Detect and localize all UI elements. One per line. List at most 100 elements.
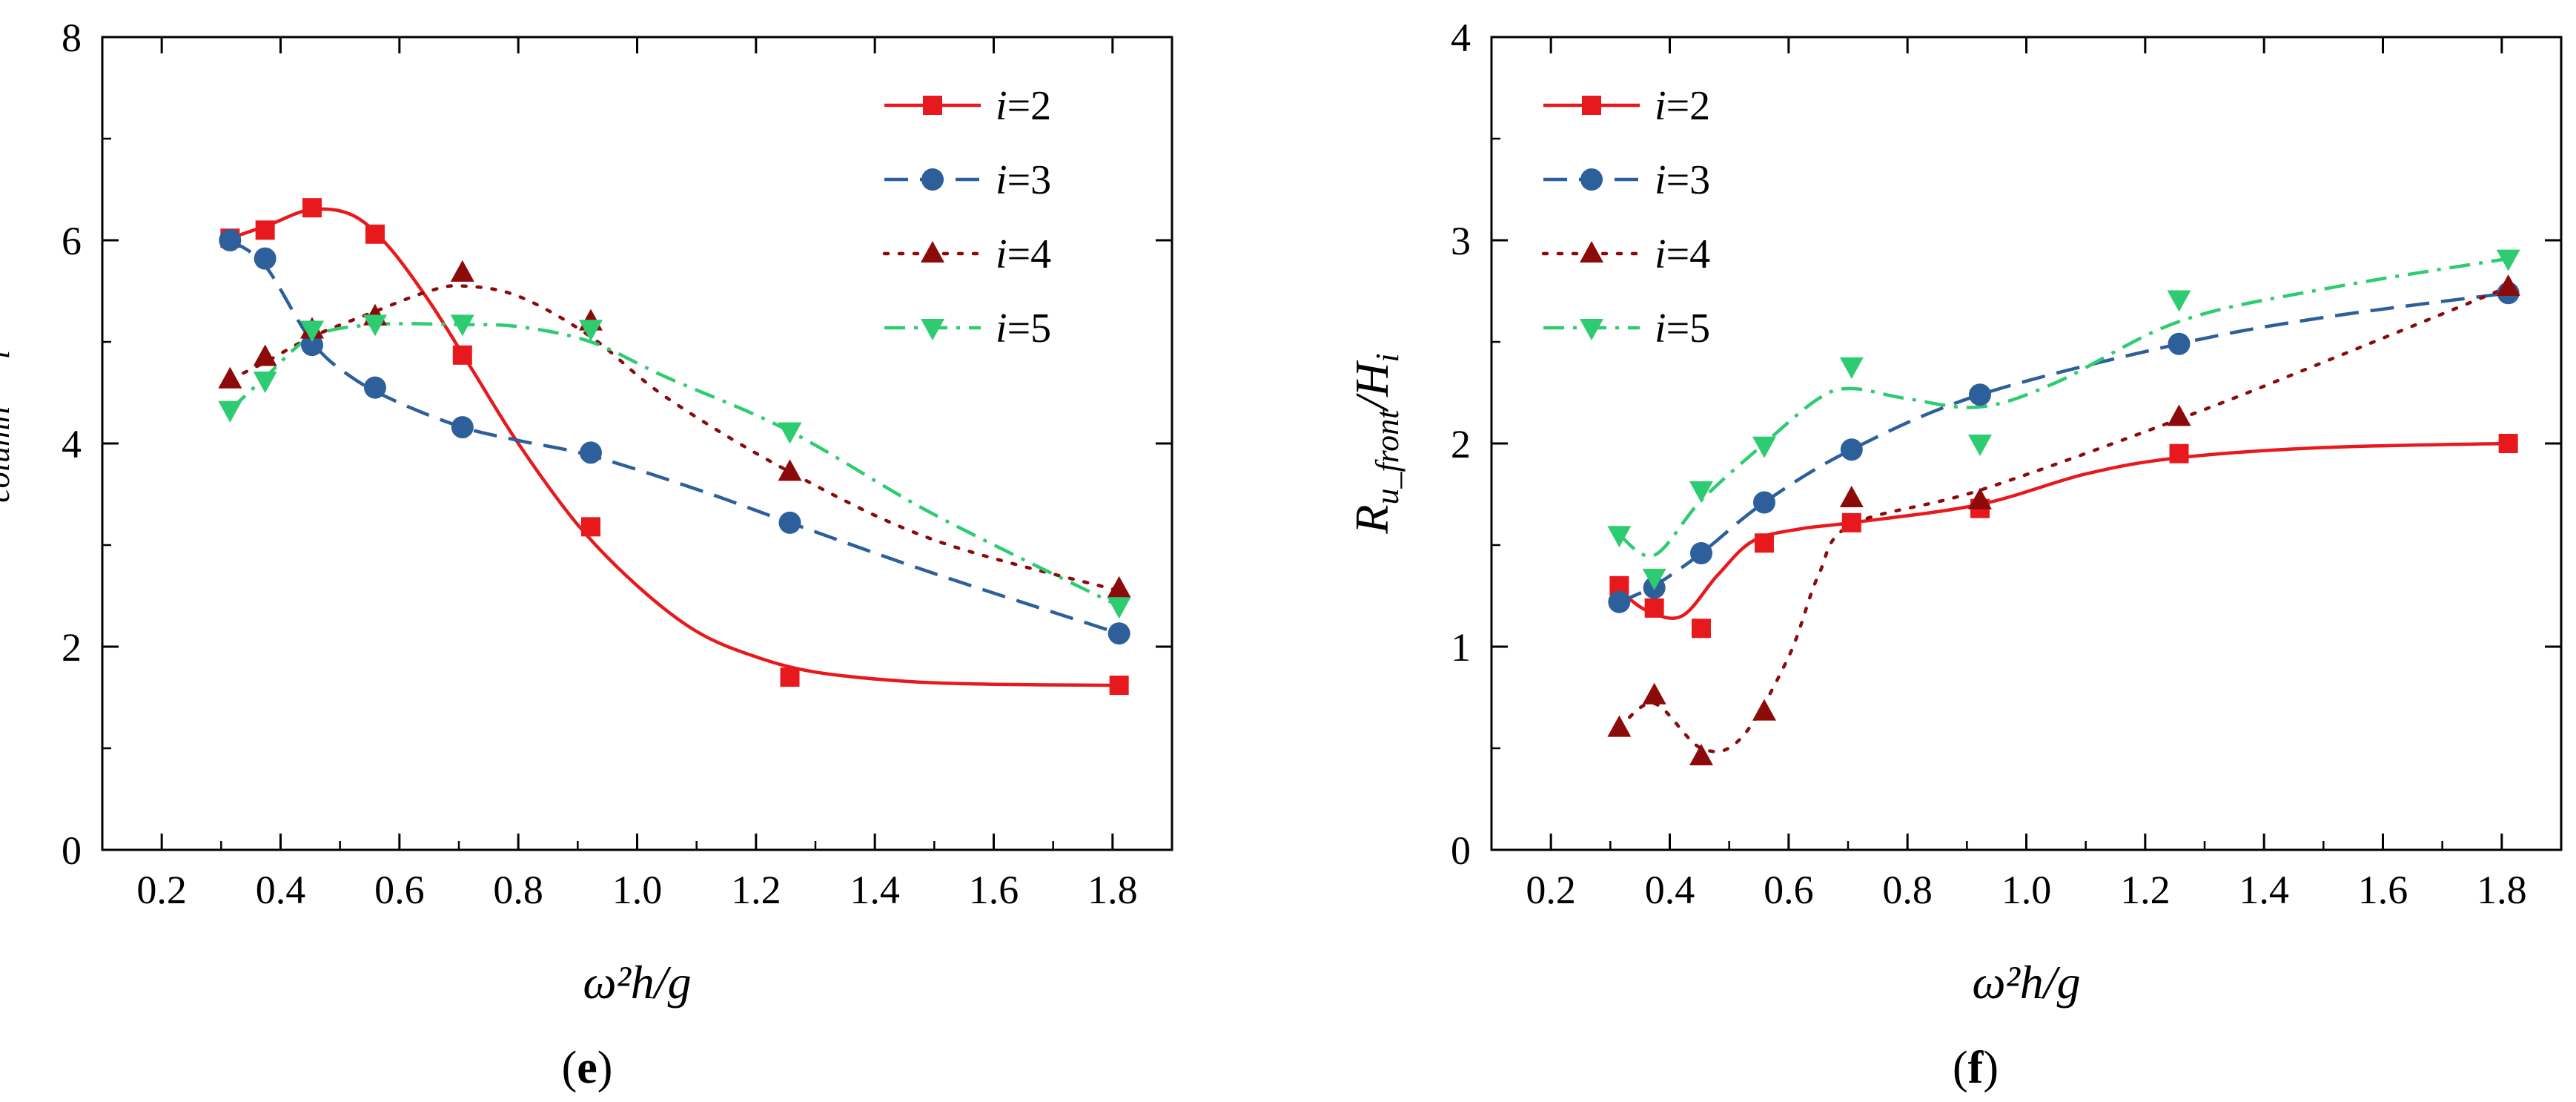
data-point-i=2 [580, 517, 600, 537]
data-point-i=4 [1107, 575, 1131, 598]
legend-marker [923, 96, 942, 115]
data-point-i=4 [1752, 699, 1776, 721]
x-tick-label: 1.0 [612, 868, 663, 912]
data-point-i=4 [2496, 274, 2520, 297]
x-tick-label: 1.8 [1087, 868, 1138, 912]
legend-marker [1580, 319, 1603, 340]
y-tick-label: 6 [62, 219, 82, 263]
data-point-i=3 [2168, 332, 2191, 355]
series-line-i=2 [229, 207, 1119, 687]
data-point-i=5 [362, 314, 387, 337]
x-axis-label: ω²h/g [583, 956, 691, 1009]
data-point-i=5 [450, 314, 474, 337]
legend-marker [1582, 96, 1601, 115]
data-point-i=5 [253, 372, 277, 394]
x-axis-label: ω²h/g [1972, 956, 2080, 1009]
data-point-i=2 [255, 220, 275, 240]
data-point-i=2 [2498, 434, 2518, 453]
data-point-i=5 [1689, 481, 1713, 504]
y-tick-label: 1 [1451, 625, 1471, 670]
data-point-i=5 [1752, 436, 1776, 458]
x-tick-label: 1.4 [850, 868, 900, 912]
legend-label: i=5 [1655, 306, 1710, 352]
data-point-i=4 [218, 366, 242, 389]
data-point-i=4 [778, 459, 802, 481]
data-point-i=4 [253, 344, 277, 366]
x-tick-label: 1.2 [2120, 868, 2171, 912]
data-point-i=4 [1607, 715, 1632, 737]
series-line-i=4 [1618, 285, 2510, 753]
data-point-i=4 [2167, 404, 2191, 426]
legend-label: i=4 [1655, 231, 1710, 277]
legend-marker [921, 319, 944, 340]
data-point-i=4 [1839, 485, 1864, 507]
x-tick-label: 0.8 [493, 868, 543, 912]
data-point-i=4 [1967, 487, 1992, 509]
chart-panel-e: 0.2 0.4 0.6 0.8 1.0 1.2 1.4 1.6 1.8 0 2 4 6 8 i=2 i=3 i=… [0, 16, 1173, 1093]
legend-marker [1580, 241, 1603, 263]
data-point-i=3 [1608, 590, 1631, 613]
data-point-i=5 [218, 400, 242, 423]
legend-marker [921, 241, 944, 263]
x-tick-label: 1.6 [969, 868, 1019, 912]
data-point-i=5 [1839, 357, 1864, 379]
x-tick-label: 1.6 [2358, 868, 2408, 912]
data-point-i=5 [1607, 526, 1632, 548]
data-point-i=2 [780, 667, 800, 687]
y-tick-label: 0 [62, 828, 82, 873]
legend-label: i=2 [996, 83, 1051, 129]
series-line-i=3 [229, 239, 1120, 636]
data-point-i=3 [1840, 438, 1863, 461]
y-axis-label: Ru_front/Hi [1345, 353, 1405, 534]
plot-frame [1490, 36, 2563, 851]
data-point-i=3 [1689, 541, 1712, 564]
x-tick-label: 0.4 [1645, 868, 1695, 912]
data-point-i=2 [452, 345, 472, 365]
data-point-i=3 [451, 416, 474, 439]
x-tick-label: 0.6 [374, 868, 425, 912]
series-line-i=2 [1618, 441, 2509, 620]
y-tick-label: 4 [1451, 16, 1471, 60]
data-point-i=5 [1642, 568, 1666, 590]
data-point-i=5 [2496, 249, 2520, 271]
legend-label: i=3 [996, 157, 1051, 203]
data-point-i=2 [1691, 618, 1711, 639]
legend-marker [1580, 168, 1603, 191]
data-point-i=3 [219, 229, 242, 251]
x-tick-label: 1.0 [2001, 868, 2052, 912]
data-point-i=2 [302, 198, 322, 218]
legend-marker [921, 168, 944, 191]
data-point-i=3 [363, 376, 386, 399]
data-point-i=4 [450, 260, 474, 282]
data-point-i=5 [1107, 597, 1131, 619]
x-tick-label: 1.8 [2477, 868, 2527, 912]
panel-label: (e) [562, 1043, 613, 1093]
x-tick-label: 1.2 [731, 868, 781, 912]
data-point-i=2 [1841, 512, 1861, 532]
y-tick-label: 8 [62, 16, 82, 60]
y-tick-label: 0 [1451, 828, 1471, 873]
data-point-i=4 [1642, 682, 1666, 705]
data-point-i=4 [1689, 743, 1713, 765]
data-point-i=5 [1967, 435, 1992, 456]
x-tick-label: 0.8 [1882, 868, 1933, 912]
data-point-i=5 [778, 422, 802, 444]
data-point-i=3 [300, 334, 323, 357]
y-tick-label: 2 [1451, 422, 1471, 466]
y-tick-label: 3 [1451, 219, 1471, 263]
data-point-i=2 [1754, 533, 1774, 553]
legend-label: i=4 [996, 231, 1051, 277]
data-point-i=3 [1107, 622, 1130, 645]
data-point-i=3 [579, 441, 602, 464]
x-tick-label: 0.4 [256, 868, 306, 912]
data-point-i=3 [254, 247, 277, 270]
x-tick-label: 0.2 [136, 868, 187, 912]
data-point-i=2 [365, 224, 385, 244]
data-point-i=3 [778, 511, 801, 534]
y-tick-label: 2 [62, 625, 82, 670]
data-point-i=3 [1752, 491, 1775, 514]
data-point-i=5 [578, 320, 603, 342]
legend-label: i=5 [996, 306, 1051, 352]
data-point-i=3 [1968, 383, 1991, 406]
